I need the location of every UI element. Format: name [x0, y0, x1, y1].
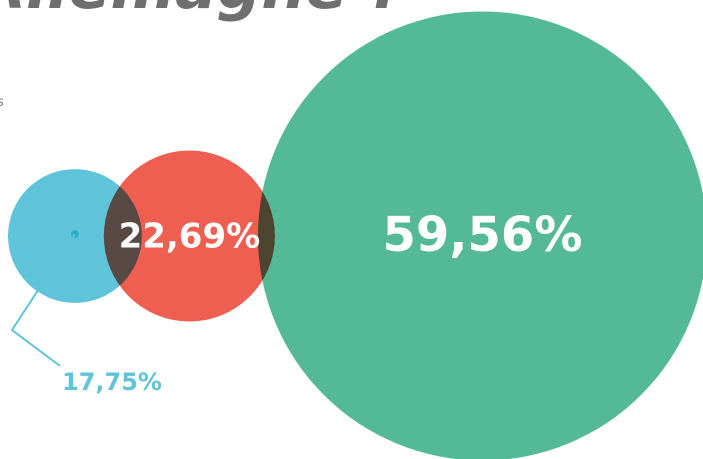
data-label: 22,69% — [119, 217, 261, 257]
leader-line — [10, 233, 76, 367]
data-label: 59,56% — [382, 207, 582, 263]
bubbles — [8, 11, 703, 459]
chart-title: Allemagne ? — [0, 0, 405, 23]
text-fragment: s — [0, 95, 4, 110]
data-label: 17,75% — [62, 368, 162, 396]
bubble — [103, 150, 275, 322]
bubble — [257, 11, 703, 459]
